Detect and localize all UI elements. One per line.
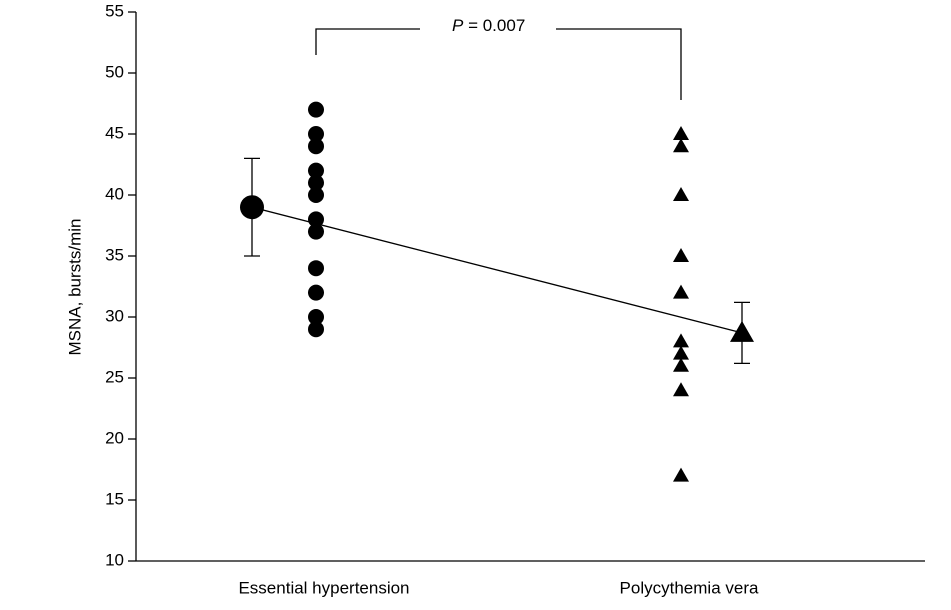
circle-point: [308, 126, 324, 142]
triangle-point: [673, 382, 689, 397]
circle-point: [308, 309, 324, 325]
x-tick-label: Essential hypertension: [238, 578, 409, 597]
y-tick-label: 20: [105, 428, 124, 447]
y-tick-label: 55: [105, 1, 124, 20]
triangle-point: [673, 187, 689, 201]
circle-point: [308, 162, 324, 179]
circle-point: [240, 195, 264, 220]
significance-bracket: [315, 28, 682, 100]
circle-point: [308, 101, 324, 118]
y-tick-label: 40: [105, 184, 124, 203]
annotation-text: = 0.007: [468, 16, 525, 35]
circle-point: [308, 223, 324, 240]
y-tick-label: 10: [105, 550, 124, 569]
triangle-point: [673, 345, 689, 360]
triangle-point: [673, 126, 689, 140]
circle-point: [308, 211, 324, 228]
circle-point: [308, 138, 324, 155]
mean-line: [251, 206, 743, 334]
y-tick-label: 30: [105, 306, 124, 325]
circle-point: [308, 260, 324, 277]
triangle-point: [673, 333, 689, 348]
circle-point: [308, 321, 324, 338]
circle-point: [308, 187, 324, 203]
y-tick-label: 35: [105, 245, 124, 264]
triangle-point: [730, 320, 754, 342]
triangle-point: [673, 248, 689, 262]
circle-point: [308, 174, 324, 191]
x-tick-label: Polycythemia vera: [620, 578, 759, 597]
circle-point: [308, 284, 324, 301]
annotation: P = 0.007: [452, 16, 525, 35]
y-tick-label: 15: [105, 489, 124, 508]
annotation-symbol: P: [452, 16, 464, 35]
y-tick-label: 45: [105, 123, 124, 142]
triangle-point: [673, 284, 689, 299]
y-tick-label: 50: [105, 62, 124, 81]
y-tick-label: 25: [105, 367, 124, 386]
triangle-point: [673, 138, 689, 153]
triangle-point: [673, 467, 689, 482]
triangle-point: [673, 357, 689, 372]
y-axis-label: MSNA, bursts/min: [65, 219, 84, 356]
